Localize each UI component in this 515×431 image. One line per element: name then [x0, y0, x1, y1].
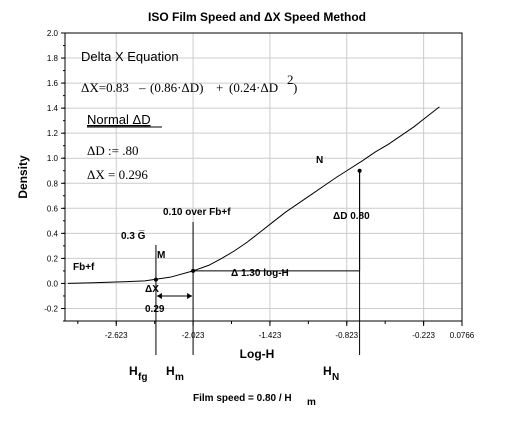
delta-x-number: 0.29 [145, 304, 165, 315]
y-axis-label: Density [16, 155, 30, 199]
y-tick-label: 0.6 [47, 204, 59, 213]
y-tick-label: 0.8 [47, 179, 59, 188]
y-tick-label: 1.4 [47, 104, 59, 113]
m-point [191, 268, 196, 273]
h-m-sub: m [175, 372, 184, 383]
fg-point [153, 277, 158, 282]
delta-x-arrowhead-left [156, 293, 162, 299]
delta-d-label: ΔD 0.80 [333, 211, 370, 222]
formula-term-2: (0.24·ΔD [229, 80, 278, 95]
equation-formula: ΔX=0.83 – (0.86·ΔD) + (0.24·ΔD 2 ) [81, 72, 297, 95]
x-axis-label: Log-H [240, 347, 275, 361]
h-n-marker: H N [323, 364, 339, 383]
g03-label: 0.3 G̅ [121, 230, 146, 242]
chart-title: ISO Film Speed and ΔX Speed Method [148, 10, 366, 24]
x-tick-label: -0.823 [335, 331, 358, 340]
normal-delta-d-heading: Normal ΔD [87, 112, 151, 127]
point-m-label: M [157, 250, 165, 261]
delta-x-value: ΔX = 0.296 [87, 167, 148, 182]
h-n-base: H [323, 364, 332, 378]
delta-x-label: ΔX [145, 284, 159, 295]
x-tick-label: -0.223 [412, 331, 435, 340]
formula-exponent: 2 [287, 72, 294, 87]
plot-frame [64, 32, 463, 322]
over-fbf-label: 0.10 over Fb+f [163, 207, 231, 218]
formula-lhs: ΔX=0.83 [81, 80, 129, 95]
x-tick-label: 0.0766 [450, 331, 475, 340]
formula-close: ) [293, 80, 297, 95]
h-fg-marker: H fg [129, 364, 147, 383]
y-tick-label: 1.0 [47, 154, 59, 163]
h-m-marker: H m [166, 364, 184, 383]
equation-heading: Delta X Equation [81, 49, 179, 64]
y-tick-label: 2.0 [47, 29, 59, 38]
formula-minus: – [138, 80, 146, 95]
x-tick-label: -2.623 [105, 331, 128, 340]
y-tick-label: 1.2 [47, 129, 59, 138]
marker-points [153, 168, 362, 282]
delta-logh-label: Δ 1.30 log-H [231, 268, 289, 279]
y-tick-label: 0.2 [47, 254, 59, 263]
y-tick-label: 0.4 [47, 229, 59, 238]
footer-text: Film speed = 0.80 / H [193, 393, 292, 404]
delta-x-arrowhead-right [187, 293, 193, 299]
delta-d-value: ΔD := .80 [87, 143, 138, 158]
y-ticks: -0.2 0.0 0.2 0.4 0.6 0.8 1.0 1.2 1.4 1.6 1.8 2.0 [44, 29, 65, 322]
y-tick-label: -0.2 [44, 304, 58, 313]
y-tick-label: 1.6 [47, 79, 59, 88]
formula-term-1: (0.86·ΔD) [150, 80, 204, 95]
h-n-sub: N [332, 372, 339, 383]
annotation-lines [155, 170, 361, 355]
formula-plus: + [216, 80, 223, 95]
y-tick-label: 0.0 [47, 279, 59, 288]
h-m-base: H [166, 364, 175, 378]
fbf-label: Fb+f [73, 262, 95, 273]
y-tick-label: 1.8 [47, 54, 59, 63]
footer-sub: m [307, 397, 316, 408]
characteristic-curve [67, 106, 440, 284]
x-ticks: -2.623 -2.023 -1.423 -0.823 -0.223 0.0766 [77, 321, 475, 340]
footer: Film speed = 0.80 / H m [193, 393, 316, 408]
x-tick-label: -1.423 [259, 331, 282, 340]
h-fg-base: H [129, 364, 138, 378]
h-fg-sub: fg [138, 372, 147, 383]
n-point [357, 168, 362, 173]
point-n-label: N [316, 155, 323, 166]
